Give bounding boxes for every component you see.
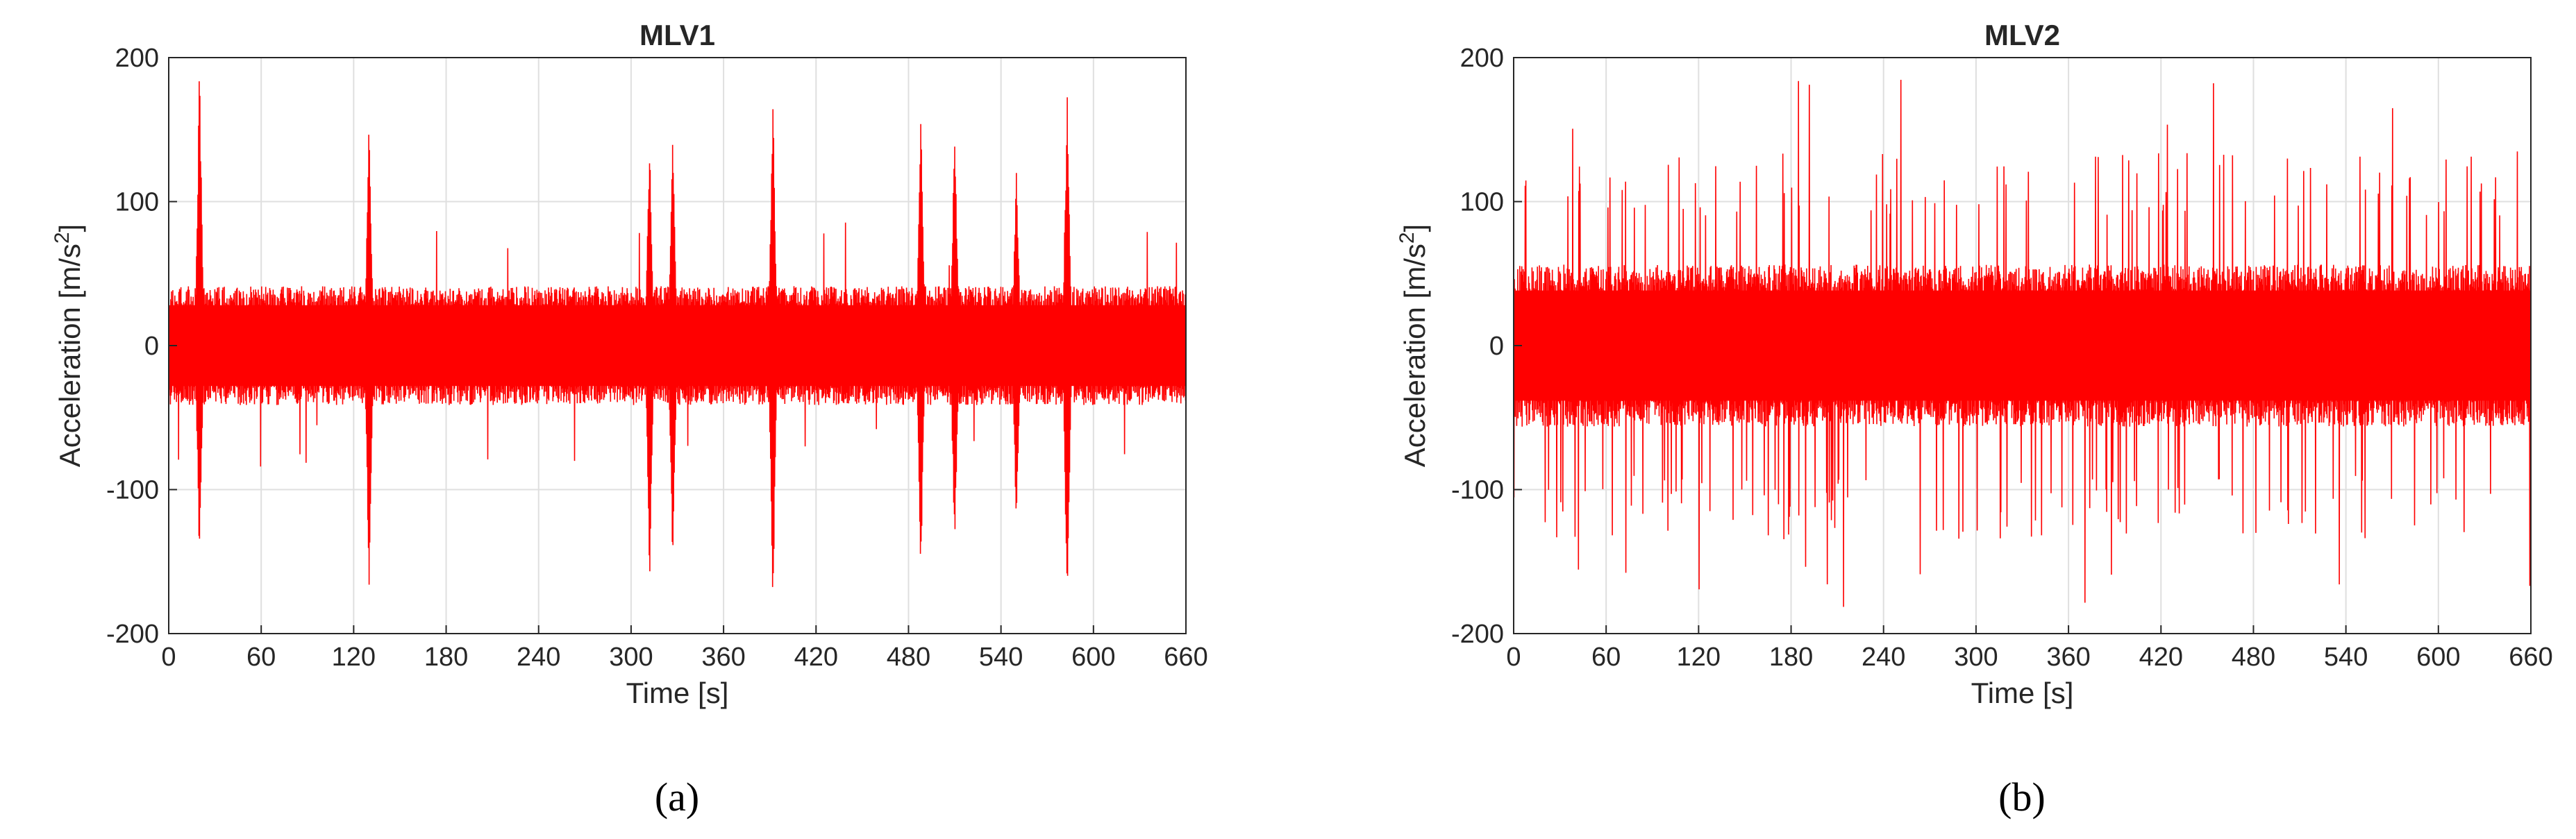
x-tick-label: 120 bbox=[332, 643, 376, 672]
x-tick-label: 420 bbox=[794, 643, 838, 672]
y-tick-label: 0 bbox=[144, 332, 159, 361]
chart-panel-a: 0 60 120 180 240 300 360 420 480 540 600 660 -200 -10… bbox=[51, 19, 1208, 820]
x-tick-label: 480 bbox=[887, 643, 930, 672]
x-tick-label: 660 bbox=[2509, 643, 2552, 672]
panel-caption: (a) bbox=[655, 774, 699, 820]
y-tick-label: 100 bbox=[1460, 188, 1504, 217]
x-tick-label: 360 bbox=[701, 643, 745, 672]
x-tick-label: 180 bbox=[424, 643, 468, 672]
x-tick-label: 540 bbox=[979, 643, 1023, 672]
y-tick-label: 200 bbox=[115, 44, 159, 73]
chart-title: MLV1 bbox=[639, 19, 715, 51]
x-axis-label: Time [s] bbox=[626, 677, 729, 709]
signal-trace bbox=[1513, 79, 2532, 607]
x-tick-label: 300 bbox=[609, 643, 653, 672]
y-tick-label: -100 bbox=[1451, 476, 1504, 505]
x-tick-label: 180 bbox=[1769, 643, 1813, 672]
y-tick-label: -200 bbox=[106, 620, 159, 649]
x-tick-label: 120 bbox=[1677, 643, 1721, 672]
y-tick-label: -100 bbox=[106, 476, 159, 505]
x-tick-label: 660 bbox=[1164, 643, 1207, 672]
y-tick-label: 0 bbox=[1489, 332, 1504, 361]
x-tick-label: 540 bbox=[2324, 643, 2368, 672]
x-tick-label: 360 bbox=[2046, 643, 2090, 672]
y-tick-label: -200 bbox=[1451, 620, 1504, 649]
x-tick-label: 480 bbox=[2232, 643, 2275, 672]
x-tick-label: 0 bbox=[161, 643, 176, 672]
panel-caption: (b) bbox=[1998, 774, 2046, 820]
x-tick-label: 0 bbox=[1506, 643, 1521, 672]
y-tick-label: 200 bbox=[1460, 44, 1504, 73]
x-axis-label: Time [s] bbox=[1971, 677, 2074, 709]
x-tick-label: 600 bbox=[1071, 643, 1115, 672]
x-tick-label: 600 bbox=[2416, 643, 2460, 672]
x-tick-label: 60 bbox=[1591, 643, 1621, 672]
x-tick-label: 60 bbox=[246, 643, 276, 672]
y-axis-label: Acceleration [m/s2] bbox=[51, 224, 87, 467]
x-tick-label: 420 bbox=[2139, 643, 2183, 672]
y-tick-label: 100 bbox=[115, 188, 159, 217]
x-tick-label: 240 bbox=[517, 643, 560, 672]
x-tick-label: 240 bbox=[1862, 643, 1905, 672]
chart-title: MLV2 bbox=[1984, 19, 2060, 51]
y-axis-label: Acceleration [m/s2] bbox=[1396, 224, 1432, 467]
x-tick-label: 300 bbox=[1954, 643, 1998, 672]
chart-panel-b: 0 60 120 180 240 300 360 420 480 540 600 660 -200 -10… bbox=[1396, 19, 2553, 820]
signal-trace bbox=[168, 81, 1187, 587]
